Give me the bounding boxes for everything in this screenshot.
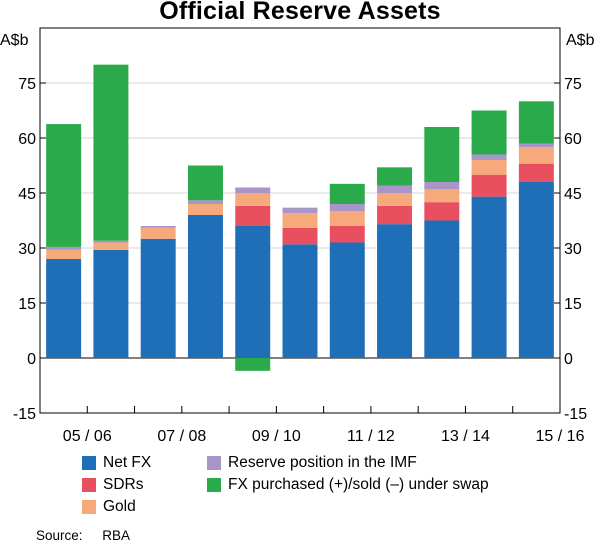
bar-segment-gold	[93, 242, 129, 250]
bar-segment-fx-purchased-sold-under-swap	[235, 358, 271, 371]
bar-segment-reserve-position-in-the-imf	[46, 246, 82, 250]
bar-segment-net-fx	[93, 249, 129, 358]
bar-segment-gold	[471, 160, 507, 175]
bar-segment-reserve-position-in-the-imf	[140, 226, 176, 228]
xtick-label: 11 / 12	[347, 428, 395, 445]
ytick-label-right: 60	[564, 131, 582, 148]
bar-segment-reserve-position-in-the-imf	[377, 185, 413, 193]
bar-segment-gold	[46, 249, 82, 259]
bar-segment-gold	[187, 204, 223, 215]
source-label: Source:	[36, 528, 83, 543]
bar-segment-gold	[235, 193, 271, 206]
bar-segment-reserve-position-in-the-imf	[235, 187, 271, 193]
bar-segment-gold	[518, 147, 554, 164]
xtick-label: 15 / 16	[536, 428, 585, 445]
y-axis-label-right: A$b	[566, 32, 595, 49]
bar-segment-reserve-position-in-the-imf	[282, 207, 318, 214]
bar-segment-fx-purchased-sold-under-swap	[187, 165, 223, 201]
bar-segment-sdrs	[471, 174, 507, 197]
xtick-label: 07 / 08	[157, 428, 206, 445]
plot-frame	[39, 27, 561, 414]
bar-segment-sdrs	[424, 202, 460, 221]
bar-segment-fx-purchased-sold-under-swap	[424, 127, 460, 182]
bar-segment-net-fx	[235, 226, 271, 358]
bar-segment-net-fx	[329, 242, 365, 358]
bar-segment-net-fx	[282, 244, 318, 358]
ytick-label-left: 30	[18, 241, 36, 258]
bar-segment-reserve-position-in-the-imf	[329, 204, 365, 212]
bar-segment-reserve-position-in-the-imf	[187, 200, 223, 204]
bar-segment-net-fx	[46, 259, 82, 358]
bar-segment-reserve-position-in-the-imf	[424, 182, 460, 190]
bar-segment-reserve-position-in-the-imf	[518, 143, 554, 148]
chart-title: Official Reserve Assets	[159, 0, 441, 25]
bar-segment-net-fx	[377, 224, 413, 358]
ytick-label-right: 75	[564, 76, 582, 93]
ytick-label-left: 15	[18, 296, 36, 313]
ytick-label-right: 30	[564, 241, 582, 258]
bar-segment-net-fx	[424, 220, 460, 358]
bar-segment-gold	[329, 211, 365, 226]
bar-segment-sdrs	[518, 163, 554, 182]
bar-segment-gold	[424, 189, 460, 203]
bar-segment-fx-purchased-sold-under-swap	[329, 183, 365, 204]
source-value: RBA	[102, 528, 131, 543]
bar-segment-net-fx	[187, 215, 223, 358]
bar-segment-net-fx	[140, 238, 176, 358]
ytick-label-right: -15	[564, 406, 587, 423]
bar-segment-gold	[282, 213, 318, 228]
ytick-label-right: 0	[564, 351, 573, 368]
source-note: Source: RBA	[36, 528, 130, 543]
bar-segment-reserve-position-in-the-imf	[471, 154, 507, 160]
xtick-label: 05 / 06	[63, 428, 112, 445]
bar-segment-gold	[140, 227, 176, 239]
bar-segment-sdrs	[235, 205, 271, 226]
ytick-label-right: 45	[564, 186, 582, 203]
ytick-label-left: 60	[18, 131, 36, 148]
y-axis-label-left: A$b	[0, 32, 29, 49]
xtick-label: 13 / 14	[441, 428, 490, 445]
bar-segment-fx-purchased-sold-under-swap	[46, 124, 82, 247]
ytick-label-left: 75	[18, 76, 36, 93]
ytick-label-right: 15	[564, 296, 582, 313]
bar-segment-fx-purchased-sold-under-swap	[518, 101, 554, 144]
bar-segment-net-fx	[518, 182, 554, 358]
xtick-label: 09 / 10	[252, 428, 301, 445]
bar-segment-gold	[377, 193, 413, 206]
bar-segment-fx-purchased-sold-under-swap	[377, 167, 413, 186]
bar-segment-sdrs	[282, 227, 318, 245]
bar-segment-sdrs	[329, 226, 365, 243]
ytick-label-left: 45	[18, 186, 36, 203]
bar-segment-sdrs	[377, 205, 413, 225]
ytick-label-left: 0	[27, 351, 36, 368]
bar-segment-fx-purchased-sold-under-swap	[93, 64, 129, 241]
bar-segment-net-fx	[471, 196, 507, 358]
bar-segment-reserve-position-in-the-imf	[93, 240, 129, 243]
ytick-label-left: -15	[13, 406, 36, 423]
bar-segment-fx-purchased-sold-under-swap	[471, 110, 507, 155]
